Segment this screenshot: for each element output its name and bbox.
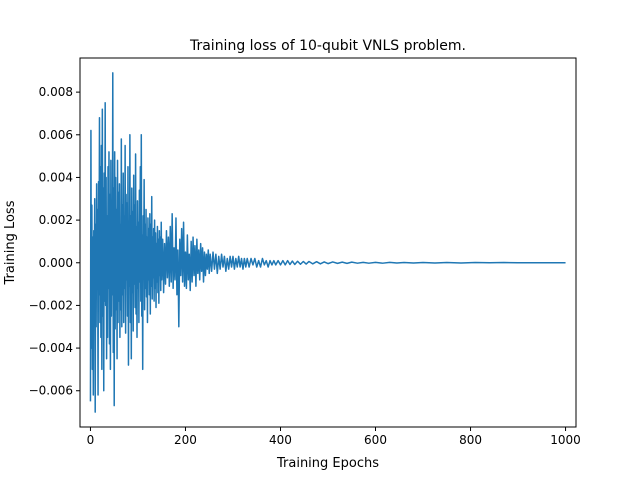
y-axis-label: Training Loss: [3, 200, 18, 285]
y-tick-label: −0.002: [29, 298, 73, 312]
y-tick-label: 0.008: [39, 85, 73, 99]
y-tick-label: 0.004: [39, 170, 73, 184]
plot-frame: [79, 57, 577, 428]
y-tick-label: −0.006: [29, 384, 73, 398]
y-tick-label: −0.004: [29, 341, 73, 355]
x-tick-label: 400: [269, 433, 292, 447]
x-axis-ticks: 0 200 400 600 800 1000: [87, 427, 581, 447]
x-tick-label: 0: [87, 433, 95, 447]
y-tick-label: 0.006: [39, 128, 73, 142]
y-axis-ticks: −0.006 −0.004 −0.002 0.000 0.002 0.004 0.006 0.…: [29, 85, 80, 398]
x-tick-label: 1000: [550, 433, 581, 447]
x-tick-label: 600: [364, 433, 387, 447]
x-tick-label: 800: [459, 433, 482, 447]
y-tick-label: 0.000: [39, 256, 73, 270]
series-layer: [89, 72, 566, 413]
x-tick-label: 200: [174, 433, 197, 447]
x-axis-label: Training Epochs: [276, 456, 379, 471]
y-tick-label: 0.002: [39, 213, 73, 227]
chart-title: Training loss of 10-qubit VNLS problem.: [189, 38, 466, 54]
series-line: [89, 72, 566, 413]
